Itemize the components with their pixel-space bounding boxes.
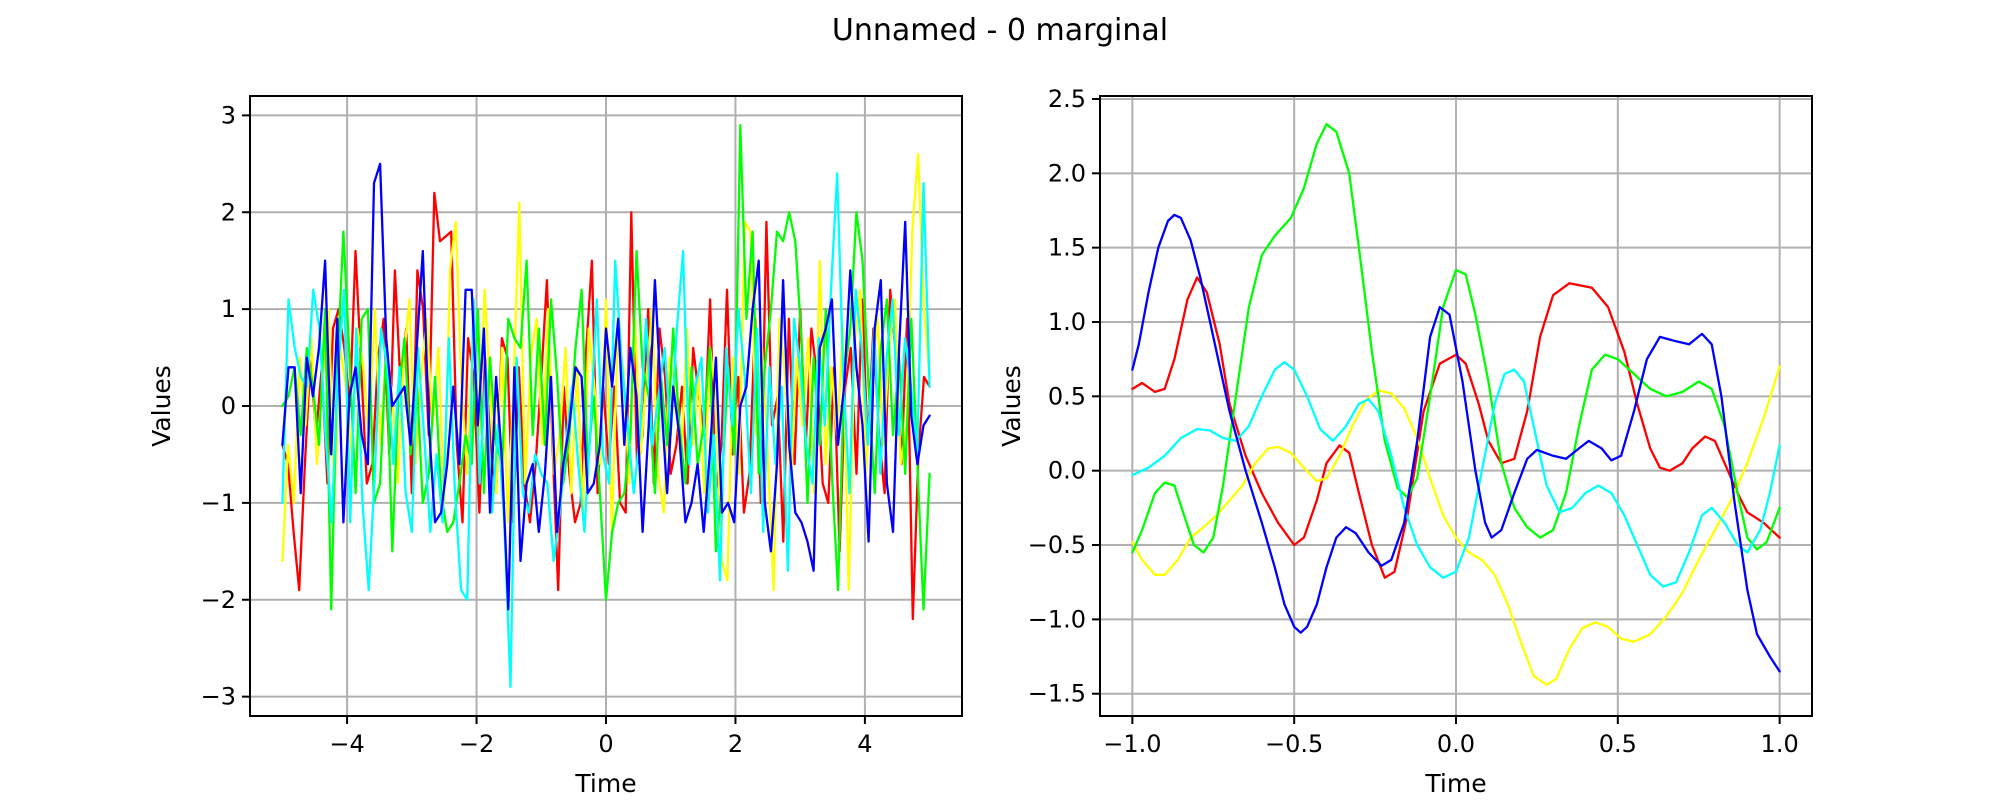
x-tick-label: 4 (857, 730, 872, 758)
x-tick-label: −2 (459, 730, 494, 758)
y-tick-label: 2.0 (1048, 159, 1086, 187)
series-line-3 (1131, 360, 1781, 588)
x-tick-label: −0.5 (1265, 730, 1323, 758)
y-tick-label: 1.0 (1048, 308, 1086, 336)
series-line-3 (281, 172, 931, 689)
series-line-2 (281, 123, 931, 611)
right-panel: −1.0 −0.5 0.0 0.5 1.0 −1.5 −1.0 −0.5 0.0 0.5 1.0 1.… (997, 85, 1813, 798)
y-tick-label: 0.0 (1048, 457, 1086, 485)
series-line-4 (281, 162, 931, 611)
x-tick-label: −4 (329, 730, 364, 758)
x-tick-label: 0.0 (1437, 730, 1475, 758)
x-tick-label: 2 (728, 730, 743, 758)
x-axis-label: Time (1424, 769, 1486, 798)
series-line-1 (1131, 365, 1781, 686)
y-tick-label: −1 (201, 489, 236, 517)
y-tick-label: 1.5 (1048, 234, 1086, 262)
series-line-0 (1131, 276, 1781, 579)
y-tick-label: −1.0 (1028, 605, 1086, 633)
y-tick-label: 1 (221, 295, 236, 323)
y-tick-label: −1.5 (1028, 680, 1086, 708)
y-tick-label: 2 (221, 198, 236, 226)
y-tick-label: −0.5 (1028, 531, 1086, 559)
x-tick-label: 0.5 (1599, 730, 1637, 758)
x-tick-label: 0 (598, 730, 613, 758)
x-tick-label: −1.0 (1103, 730, 1161, 758)
series-line-4 (1131, 213, 1781, 673)
series-group (1131, 123, 1781, 686)
y-tick-label: −3 (201, 683, 236, 711)
y-tick-label: 0 (221, 392, 236, 420)
x-tick-label: 1.0 (1761, 730, 1799, 758)
y-tick-label: 2.5 (1048, 85, 1086, 113)
series-line-2 (1131, 123, 1781, 554)
left-panel: −4 −2 0 2 4 −3 −2 −1 0 1 2 3 Time Values (147, 95, 963, 798)
y-tick-label: 0.5 (1048, 382, 1086, 410)
x-axis-label: Time (574, 769, 636, 798)
y-axis-label: Values (147, 365, 176, 447)
series-group (281, 123, 931, 689)
y-axis-label: Values (997, 365, 1026, 447)
y-tick-label: 3 (221, 101, 236, 129)
figure-title: Unnamed - 0 marginal (832, 13, 1168, 48)
y-tick-label: −2 (201, 586, 236, 614)
